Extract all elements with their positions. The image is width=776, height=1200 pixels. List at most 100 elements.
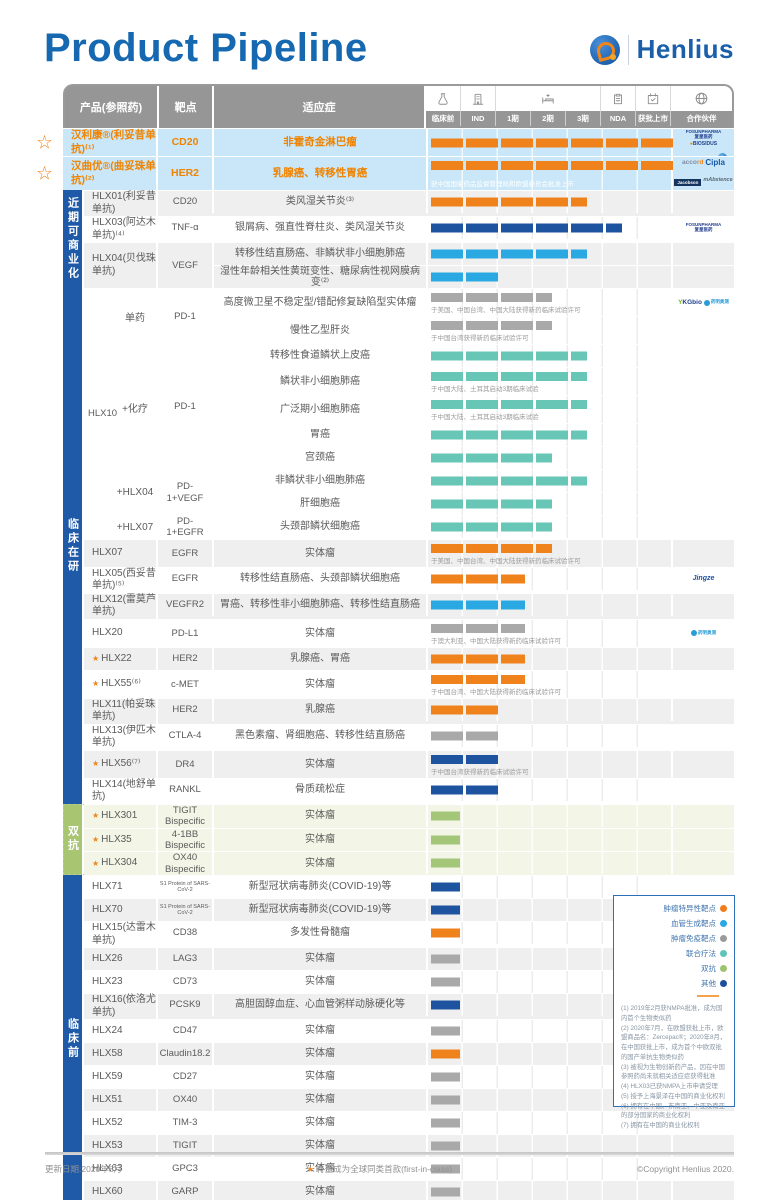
indication-row: 实体瘤 [214, 828, 734, 851]
first-in-class-star-icon: ★ [92, 834, 100, 844]
product-blocks: HER2 乳腺癌 [158, 698, 734, 724]
progress-bar [431, 785, 501, 795]
progress-bar [431, 400, 590, 409]
indication-label: 非霍奇金淋巴瘤 [214, 129, 428, 156]
first-in-class-star-icon: ★ [92, 858, 100, 868]
progress-bar [431, 223, 625, 233]
legend-item: 血管生成靶点 [621, 918, 727, 929]
bar-segment [501, 161, 533, 170]
product-blocks: Claudin18.2 实体瘤 [158, 1043, 734, 1066]
indication-row: 非鳞状非小细胞肺癌 [214, 470, 734, 492]
bar-segment [501, 430, 533, 440]
indication-row: 转移性结直肠癌、非鳞状非小细胞肺癌 [214, 243, 734, 265]
bar-segment [466, 249, 498, 259]
header-indication: 适应症 [214, 86, 426, 128]
indication-list: 实体瘤 [214, 1181, 734, 1200]
progress-bar [431, 811, 463, 821]
bar-segment-partial [431, 928, 460, 938]
footer: 更新日期:2020年8月 ★ 有望成为全球同类首款(first-in-class)… [45, 1163, 734, 1175]
target-label: VEGF [158, 243, 214, 288]
bar-segment-partial [431, 858, 460, 868]
progress-bar [431, 705, 501, 715]
legend-item: 联合疗法 [621, 948, 727, 959]
product-name-text: HLX01(利妥昔单抗) [92, 191, 156, 215]
group-strip-near-commercial: 近期可商业化 [63, 190, 84, 288]
progress-bar [431, 754, 501, 764]
bar-segment [536, 249, 568, 259]
indication-list: 实体瘤 [214, 1158, 734, 1181]
table-row: HLX24 CD47 实体瘤 [84, 1019, 734, 1043]
indication-label: 实体瘤 [214, 1066, 428, 1089]
target-label: LAG3 [158, 948, 214, 971]
table-row: HLX12(雷莫芦单抗) VEGFR2 胃癌、转移性非小细胞肺癌、转移性结直肠癌 [84, 592, 734, 619]
indication-label: 乳腺癌、胃癌 [214, 647, 428, 670]
bar-segment [431, 293, 463, 302]
indication-label: 类风湿关节炎⁽³⁾ [214, 191, 428, 213]
table-row: HLX70 S1 Protein of SARS-CoV-2 新型冠状病毒肺炎(CO… [84, 898, 734, 922]
target-label: EGFR [158, 567, 214, 590]
product-name: HLX70 [84, 899, 158, 922]
product-name: HLX24 [84, 1020, 158, 1043]
phase-label-p1: 1期 [496, 111, 531, 126]
bar-segment-partial [431, 882, 460, 892]
partner-cell [673, 540, 734, 567]
indication-label: 高胆固醇血症、心血管粥样动脉硬化等 [214, 994, 428, 1017]
product-name: HLX11(帕妥珠单抗) [84, 698, 158, 724]
product-name-text: HLX16(依洛尤单抗) [92, 994, 156, 1018]
product-name-text: HLX63 [92, 1162, 123, 1174]
product-name: HLX14(地舒单抗) [84, 778, 158, 804]
product-name: HLX58 [84, 1043, 158, 1066]
bar-segment [501, 249, 533, 259]
bar-segment [466, 522, 498, 532]
indication-list: 非鳞状非小细胞肺癌 肝细胞癌 [214, 470, 734, 515]
footer-rule [45, 1152, 734, 1155]
indication-row: 实体瘤 于中国台湾、中国大陆获得新药临床试验许可 [214, 670, 734, 698]
product-name-text: HLX51 [92, 1093, 123, 1105]
bar-segment [466, 430, 498, 440]
product-blocks: LAG3 实体瘤 [158, 948, 734, 971]
clipboard-icon [601, 86, 636, 111]
progress-bar [431, 351, 590, 361]
indication-list: 黑色素瘤、肾细胞癌、转移性结直肠癌 [214, 724, 734, 747]
target-label: GPC3 [158, 1158, 214, 1181]
indication-label: 广泛期小细胞肺癌 [214, 396, 428, 423]
product-blocks: TIGIT 实体瘤 [158, 1135, 734, 1158]
indication-label: 实体瘤 [214, 619, 428, 647]
table-row: HLX63 GPC3 实体瘤 [84, 1157, 734, 1181]
bar-segment [431, 785, 463, 795]
bar-segment [501, 453, 533, 463]
product-blocks: HER2 乳腺癌、转移性胃癌 获中国国家药品监督管理局和欧盟委员会批准上市 accor… [158, 157, 734, 190]
phase-track: 于中国大陆、土耳其启动3期临床试验 [428, 396, 673, 423]
legend-dot [720, 950, 727, 957]
treatment-block: CD73 实体瘤 [158, 971, 734, 994]
group-strip-clinical: 临床在研 [63, 288, 84, 804]
product-name: ★ HLX56⁽⁷⁾ [84, 750, 158, 778]
bar-segment [466, 785, 498, 795]
partner-logo-fosun: FOSUNPHARMA 复星医药 [685, 129, 722, 139]
bar-segment [431, 476, 463, 486]
treatment-label: +HLX04 [114, 470, 158, 515]
indication-label: 黑色素瘤、肾细胞癌、转移性结直肠癌 [214, 724, 428, 747]
product-blocks: CD73 实体瘤 [158, 971, 734, 994]
bar-note: 于中国大陆、土耳其启动3期临床试验 [431, 386, 539, 393]
progress-bar [431, 1000, 463, 1010]
progress-bar [431, 674, 528, 684]
table-header: 产品(参照药) 靶点 适应症 [63, 84, 734, 128]
phase-track [428, 828, 673, 851]
bar-segment-partial [501, 623, 525, 633]
bar-segment-partial [536, 453, 552, 463]
product-blocks: VEGFR2 胃癌、转移性非小细胞肺癌、转移性结直肠癌 [158, 593, 734, 619]
product-name-text: HLX35 [101, 833, 132, 845]
phase-track: 于澳大利亚、中国大陆获得新药临床试验许可 [428, 619, 673, 647]
bar-segment [571, 161, 603, 170]
page-title: Product Pipeline [44, 26, 368, 70]
progress-bar [431, 430, 590, 440]
footnote: (6) 拥有在中国、东南亚、中亚及南亚的部分国家的商业化权利 [621, 1102, 725, 1120]
treatment-block: HER2 乳腺癌、转移性胃癌 获中国国家药品监督管理局和欧盟委员会批准上市 accor… [158, 157, 734, 190]
progress-bar [431, 623, 528, 633]
indication-list: 头颈部鳞状细胞癌 [214, 516, 734, 539]
indication-list: 实体瘤 于美国、中国台湾、中国大陆获得新药临床试验许可 [214, 539, 734, 567]
indication-row: 实体瘤 于中国台湾获得新药临床试验许可 [214, 750, 734, 778]
globe-icon [671, 86, 732, 111]
progress-bar [431, 1049, 463, 1059]
